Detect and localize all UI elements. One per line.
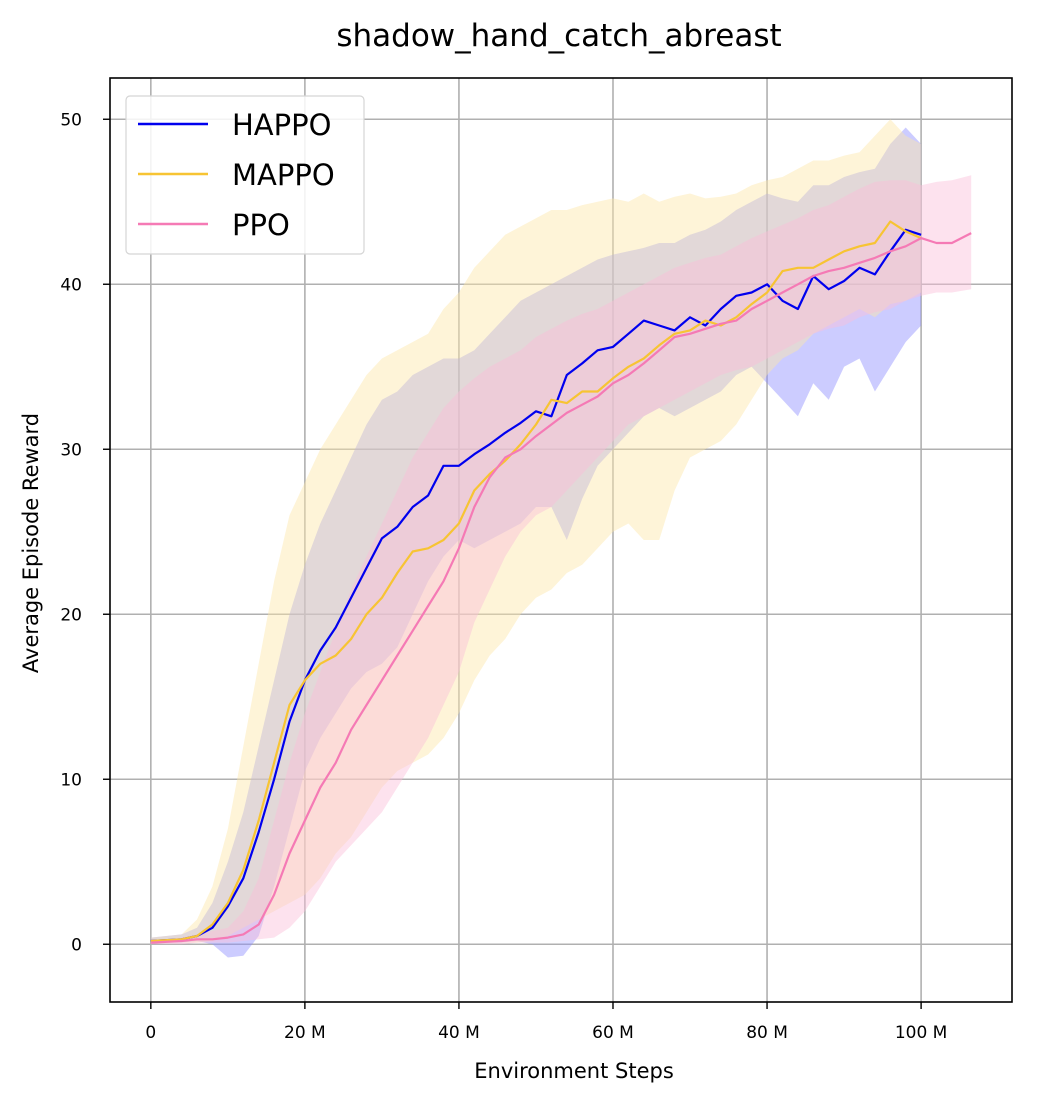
chart-title: shadow_hand_catch_abreast [336, 18, 781, 54]
legend-label-ppo: PPO [232, 208, 290, 242]
y-tick-label: 30 [60, 440, 82, 460]
x-axis-label: Environment Steps [474, 1059, 674, 1083]
ppo-band [150, 175, 972, 945]
x-tick-label: 80 M [746, 1023, 788, 1043]
mappo-line [150, 220, 922, 943]
y-tick-label: 0 [71, 935, 82, 955]
series-bands [150, 119, 972, 958]
y-tick-label: 40 [60, 275, 82, 295]
mappo-band [150, 119, 922, 943]
axis-ticks: 0 20 M 40 M 60 M 80 M 100 M 0 10 20 30 40 50 [60, 110, 947, 1043]
legend-label-mappo: MAPPO [232, 158, 335, 192]
y-axis-label: Average Episode Reward [19, 413, 43, 673]
x-tick-label: 20 M [284, 1023, 326, 1043]
series-lines [150, 220, 972, 944]
y-tick-label: 20 [60, 605, 82, 625]
x-tick-label: 100 M [895, 1023, 948, 1043]
happo-band [150, 127, 922, 958]
legend-box [125, 95, 365, 255]
y-tick-label: 10 [60, 770, 82, 790]
legend-label-happo: HAPPO [232, 108, 331, 142]
legend: HAPPO MAPPO PPO [125, 95, 365, 255]
x-tick-label: 0 [145, 1023, 156, 1043]
plot-frame [109, 77, 1013, 1003]
grid [110, 78, 1012, 1002]
ppo-line [150, 232, 972, 944]
x-tick-label: 40 M [438, 1023, 480, 1043]
x-tick-label: 60 M [592, 1023, 634, 1043]
y-tick-label: 50 [60, 110, 82, 130]
